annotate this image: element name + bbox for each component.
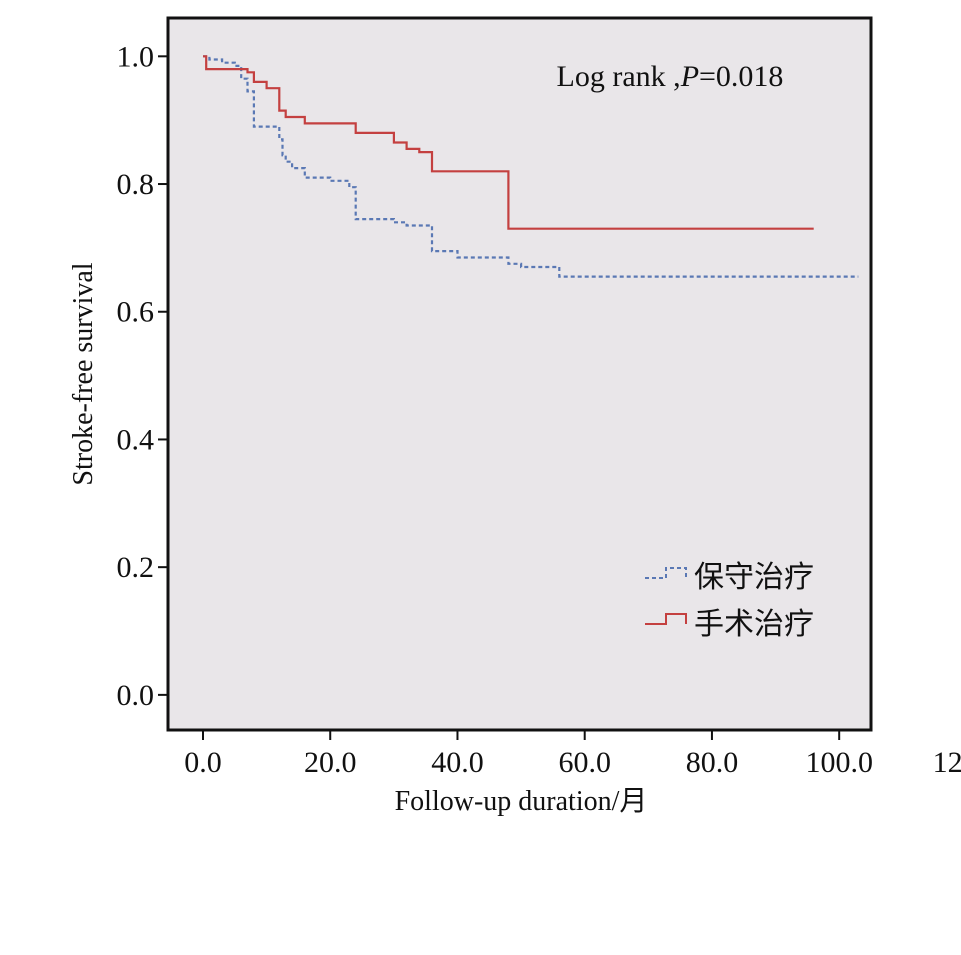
annotation-p-value: =0.018: [699, 60, 783, 93]
annotation-prefix: Log rank ,: [557, 60, 681, 93]
y-tick-label: 0.0: [117, 679, 155, 712]
x-tick-label: 20.0: [304, 746, 357, 779]
annotation-p-label: P: [680, 60, 699, 93]
x-tick-label: 60.0: [558, 746, 611, 779]
y-tick-label: 0.4: [117, 423, 155, 456]
x-tick-label: 0.0: [184, 746, 222, 779]
y-tick-label: 0.6: [117, 296, 155, 329]
y-tick-label: 0.2: [117, 551, 155, 584]
plot-frame: [166, 16, 873, 732]
legend-label-conservative: 保守治疗: [694, 561, 814, 594]
y-axis-ticks: 0.0 0.2 0.4 0.6 0.8 1.0: [117, 40, 168, 712]
y-tick-label: 1.0: [117, 40, 155, 73]
x-axis-ticks: 0.0 20.0 40.0 60.0 80.0 100.0 120.0: [184, 730, 961, 779]
y-tick-label: 0.8: [117, 168, 155, 201]
x-tick-label: 100.0: [805, 746, 873, 779]
x-tick-label: 80.0: [686, 746, 739, 779]
legend-swatch-surgical: [645, 613, 687, 625]
legend-label-surgical: 手术治疗: [694, 608, 814, 641]
x-tick-label: 40.0: [431, 746, 484, 779]
series-conservative-line: [203, 55, 859, 278]
annotation-log-rank: Log rank ,P=0.018: [557, 60, 784, 93]
y-axis-label: Stroke-free survival: [68, 262, 99, 485]
series-surgical-line: [203, 55, 814, 230]
legend-swatch-conservative: [645, 567, 687, 579]
x-axis-label: Follow-up duration/月: [395, 786, 648, 817]
plot-background: [168, 18, 871, 730]
survival-curves: [203, 55, 859, 278]
legend: 保守治疗 手术治疗: [645, 561, 814, 641]
x-tick-label: 120.0: [933, 746, 961, 779]
